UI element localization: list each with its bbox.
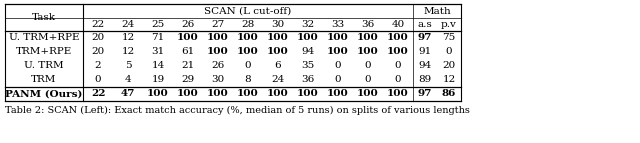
Text: U. TRM+RPE: U. TRM+RPE xyxy=(9,33,79,42)
Text: 100: 100 xyxy=(267,33,289,42)
Text: 35: 35 xyxy=(301,61,315,70)
Text: 100: 100 xyxy=(207,33,229,42)
Text: 26: 26 xyxy=(211,61,225,70)
Text: 100: 100 xyxy=(207,90,229,99)
Text: 36: 36 xyxy=(301,76,315,85)
Text: 0: 0 xyxy=(365,76,371,85)
Text: 100: 100 xyxy=(237,33,259,42)
Text: 100: 100 xyxy=(177,90,199,99)
Text: 12: 12 xyxy=(122,33,134,42)
Text: 100: 100 xyxy=(267,90,289,99)
Text: Table 2: SCAN (Left): Exact match accuracy (%, median of 5 runs) on splits of va: Table 2: SCAN (Left): Exact match accura… xyxy=(5,106,470,115)
Text: 31: 31 xyxy=(152,47,164,56)
Text: 30: 30 xyxy=(211,76,225,85)
Text: 61: 61 xyxy=(181,47,195,56)
Text: 20: 20 xyxy=(92,47,104,56)
Text: Task: Task xyxy=(32,13,56,22)
Text: 100: 100 xyxy=(297,33,319,42)
Text: 100: 100 xyxy=(327,33,349,42)
Text: 22: 22 xyxy=(92,20,104,29)
Text: 100: 100 xyxy=(357,33,379,42)
Text: 21: 21 xyxy=(181,61,195,70)
Text: SCAN (L cut-off): SCAN (L cut-off) xyxy=(204,6,292,15)
Text: 2: 2 xyxy=(95,61,101,70)
Text: 91: 91 xyxy=(419,47,431,56)
Text: 71: 71 xyxy=(152,33,164,42)
Text: 0: 0 xyxy=(395,61,401,70)
Text: 100: 100 xyxy=(267,47,289,56)
Text: 0: 0 xyxy=(335,76,341,85)
Text: 100: 100 xyxy=(387,33,409,42)
Text: 20: 20 xyxy=(442,61,456,70)
Text: U. TRM: U. TRM xyxy=(24,61,64,70)
Text: 12: 12 xyxy=(442,76,456,85)
Text: 100: 100 xyxy=(327,90,349,99)
Text: 100: 100 xyxy=(327,47,349,56)
Text: 36: 36 xyxy=(362,20,374,29)
Text: 0: 0 xyxy=(244,61,252,70)
Text: 94: 94 xyxy=(301,47,315,56)
Text: 0: 0 xyxy=(445,47,452,56)
Text: 100: 100 xyxy=(387,47,409,56)
Text: 6: 6 xyxy=(275,61,282,70)
Text: 28: 28 xyxy=(241,20,255,29)
Text: 24: 24 xyxy=(122,20,134,29)
Text: 100: 100 xyxy=(297,90,319,99)
Text: 100: 100 xyxy=(237,47,259,56)
Text: p.v: p.v xyxy=(441,20,457,29)
Text: 33: 33 xyxy=(332,20,344,29)
Text: Math: Math xyxy=(423,6,451,15)
Text: 19: 19 xyxy=(152,76,164,85)
Text: 32: 32 xyxy=(301,20,315,29)
Text: 47: 47 xyxy=(121,90,135,99)
Text: a.s: a.s xyxy=(418,20,433,29)
Text: 4: 4 xyxy=(125,76,131,85)
Text: 0: 0 xyxy=(335,61,341,70)
Text: 100: 100 xyxy=(147,90,169,99)
Text: 12: 12 xyxy=(122,47,134,56)
Text: 89: 89 xyxy=(419,76,431,85)
Text: 0: 0 xyxy=(395,76,401,85)
Text: TRM+RPE: TRM+RPE xyxy=(16,47,72,56)
Text: 100: 100 xyxy=(357,47,379,56)
Text: 40: 40 xyxy=(392,20,404,29)
Text: 20: 20 xyxy=(92,33,104,42)
Text: 86: 86 xyxy=(442,90,456,99)
Text: 30: 30 xyxy=(271,20,285,29)
Text: 0: 0 xyxy=(95,76,101,85)
Text: 0: 0 xyxy=(365,61,371,70)
Text: 94: 94 xyxy=(419,61,431,70)
Text: 22: 22 xyxy=(91,90,105,99)
Text: 27: 27 xyxy=(211,20,225,29)
Text: 5: 5 xyxy=(125,61,131,70)
Text: 26: 26 xyxy=(181,20,195,29)
Text: 29: 29 xyxy=(181,76,195,85)
Text: 100: 100 xyxy=(357,90,379,99)
Text: PANM (Ours): PANM (Ours) xyxy=(5,90,83,99)
Text: 25: 25 xyxy=(152,20,164,29)
Text: 100: 100 xyxy=(177,33,199,42)
Text: 8: 8 xyxy=(244,76,252,85)
Text: 97: 97 xyxy=(418,33,432,42)
Text: 100: 100 xyxy=(387,90,409,99)
Text: TRM: TRM xyxy=(31,76,57,85)
Text: 75: 75 xyxy=(442,33,456,42)
Text: 97: 97 xyxy=(418,90,432,99)
Text: 14: 14 xyxy=(152,61,164,70)
Text: 100: 100 xyxy=(237,90,259,99)
Text: 100: 100 xyxy=(207,47,229,56)
Text: 24: 24 xyxy=(271,76,285,85)
